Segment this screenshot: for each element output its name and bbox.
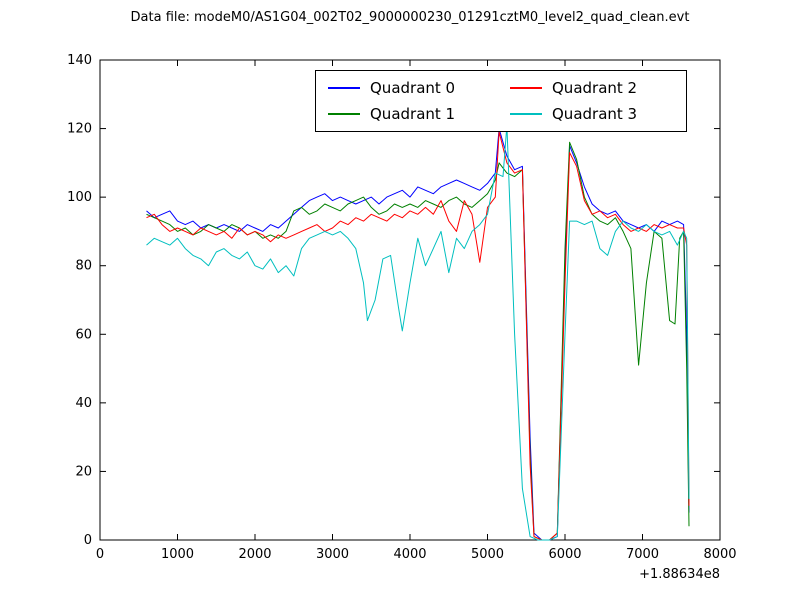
x-tick-label: 1000 xyxy=(161,547,194,562)
legend-label: Quadrant 0 xyxy=(370,79,456,97)
x-tick-label: 5000 xyxy=(471,547,504,562)
legend-label: Quadrant 1 xyxy=(370,105,456,123)
x-tick-label: 2000 xyxy=(238,547,271,562)
x-axis-offset-label: +1.88634e8 xyxy=(639,567,720,582)
y-tick-label: 20 xyxy=(75,464,92,479)
legend-label: Quadrant 3 xyxy=(552,105,638,123)
x-tick-label: 3000 xyxy=(316,547,349,562)
legend: Quadrant 0 Quadrant 2 Quadrant 1 Quadrant 3 xyxy=(315,70,687,132)
series-line-quadrant-3 xyxy=(146,124,690,541)
legend-line-sample xyxy=(328,87,360,89)
y-tick-label: 60 xyxy=(75,327,92,342)
series-line-quadrant-2 xyxy=(146,131,690,541)
series-line-quadrant-0 xyxy=(146,128,690,541)
legend-line-sample xyxy=(510,113,542,115)
legend-item-quadrant-3: Quadrant 3 xyxy=(510,105,674,123)
legend-line-sample xyxy=(510,87,542,89)
legend-line-sample xyxy=(328,113,360,115)
legend-item-quadrant-2: Quadrant 2 xyxy=(510,79,674,97)
x-tick-label: 4000 xyxy=(393,547,426,562)
x-tick-label: 0 xyxy=(96,547,104,562)
legend-label: Quadrant 2 xyxy=(552,79,638,97)
y-tick-label: 120 xyxy=(67,122,92,137)
legend-item-quadrant-0: Quadrant 0 xyxy=(328,79,492,97)
y-tick-label: 0 xyxy=(84,533,92,548)
x-tick-label: 8000 xyxy=(703,547,736,562)
y-tick-label: 100 xyxy=(67,190,92,205)
axes-frame xyxy=(99,59,721,541)
x-tick-label: 6000 xyxy=(548,547,581,562)
y-tick-label: 40 xyxy=(75,396,92,411)
series-line-quadrant-1 xyxy=(146,141,690,541)
x-tick-label: 7000 xyxy=(626,547,659,562)
chart-title: Data file: modeM0/AS1G04_002T02_90000002… xyxy=(130,10,690,25)
legend-item-quadrant-1: Quadrant 1 xyxy=(328,105,492,123)
y-tick-label: 140 xyxy=(67,53,92,68)
y-tick-label: 80 xyxy=(75,259,92,274)
